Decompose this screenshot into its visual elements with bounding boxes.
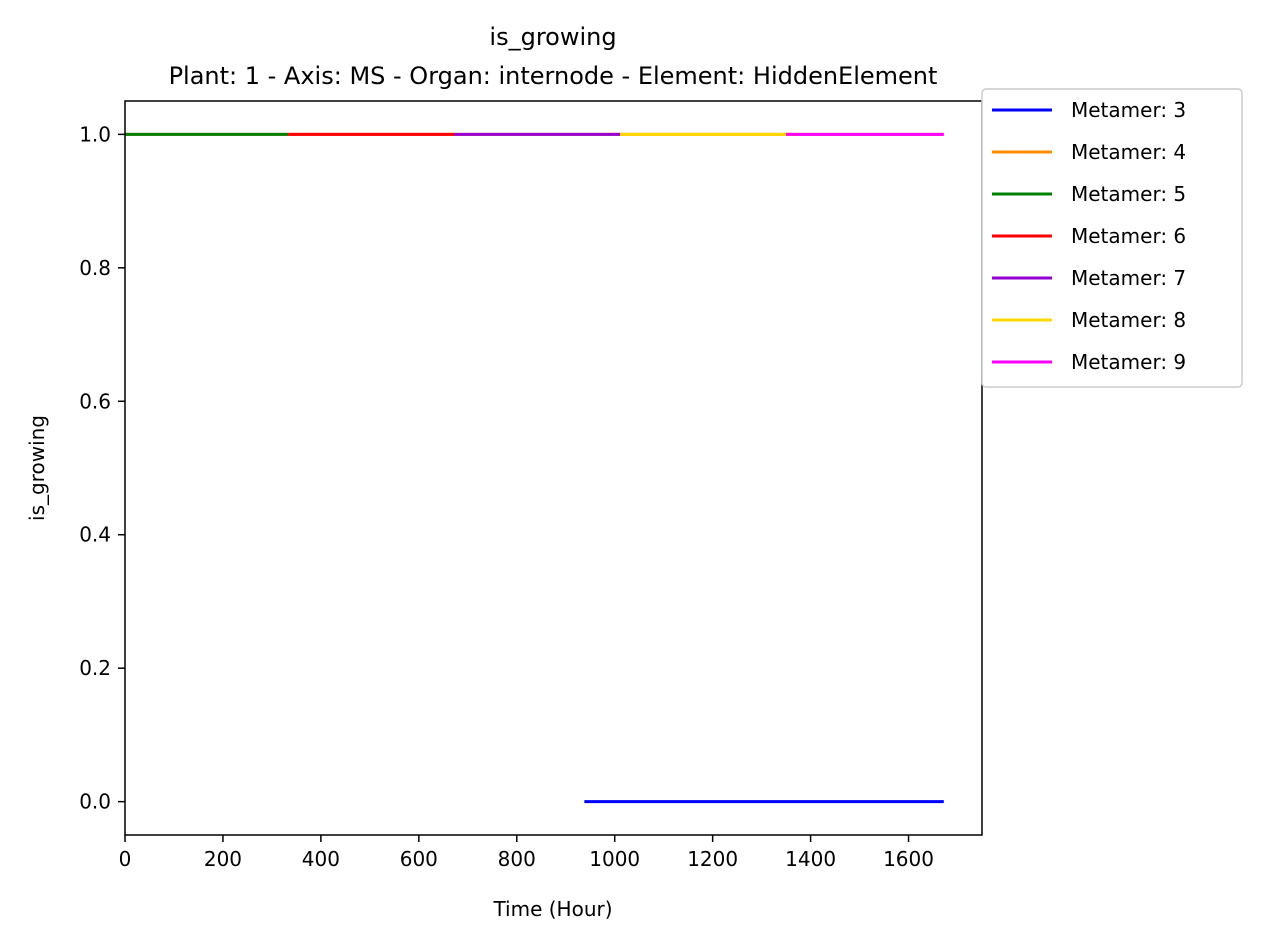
- chart-subtitle: Plant: 1 - Axis: MS - Organ: internode -…: [169, 62, 938, 90]
- legend-box: [981, 88, 1243, 388]
- legend-label-metamer-5: Metamer: 5: [1071, 182, 1186, 206]
- x-axis-ticks: 0 200 400 600 800 1000 1200 1400 1600: [119, 835, 934, 871]
- x-tick-label: 1400: [785, 847, 836, 871]
- plot-area-frame: [124, 100, 983, 836]
- legend-label-metamer-3: Metamer: 3: [1071, 98, 1186, 122]
- x-tick-label: 1600: [883, 847, 934, 871]
- x-tick-label: 800: [498, 847, 536, 871]
- legend-label-metamer-7: Metamer: 7: [1071, 266, 1186, 290]
- y-tick-label: 0.0: [79, 790, 111, 814]
- legend-entries: Metamer: 3 Metamer: 4 Metamer: 5 Metamer: 6…: [992, 98, 1186, 374]
- x-tick-label: 600: [400, 847, 438, 871]
- legend-label-metamer-6: Metamer: 6: [1071, 224, 1186, 248]
- chart-title: is_growing: [489, 23, 616, 51]
- legend-label-metamer-8: Metamer: 8: [1071, 308, 1186, 332]
- x-tick-label: 1200: [687, 847, 738, 871]
- y-axis-ticks: 0.0 0.2 0.4 0.6 0.8 1.0: [79, 122, 125, 814]
- y-axis-label: is_growing: [25, 415, 49, 521]
- legend-label-metamer-9: Metamer: 9: [1071, 350, 1186, 374]
- x-tick-label: 400: [302, 847, 340, 871]
- y-tick-label: 1.0: [79, 122, 111, 146]
- legend: Metamer: 3 Metamer: 4 Metamer: 5 Metamer: 6…: [981, 88, 1243, 388]
- x-axis-label: Time (Hour): [492, 897, 612, 921]
- y-tick-label: 0.4: [79, 523, 111, 547]
- x-tick-label: 0: [119, 847, 132, 871]
- legend-label-metamer-4: Metamer: 4: [1071, 140, 1186, 164]
- y-tick-label: 0.8: [79, 256, 111, 280]
- x-tick-label: 200: [204, 847, 242, 871]
- series-layer: [125, 132, 944, 804]
- x-tick-label: 1000: [589, 847, 640, 871]
- y-tick-label: 0.6: [79, 389, 111, 413]
- y-tick-label: 0.2: [79, 656, 111, 680]
